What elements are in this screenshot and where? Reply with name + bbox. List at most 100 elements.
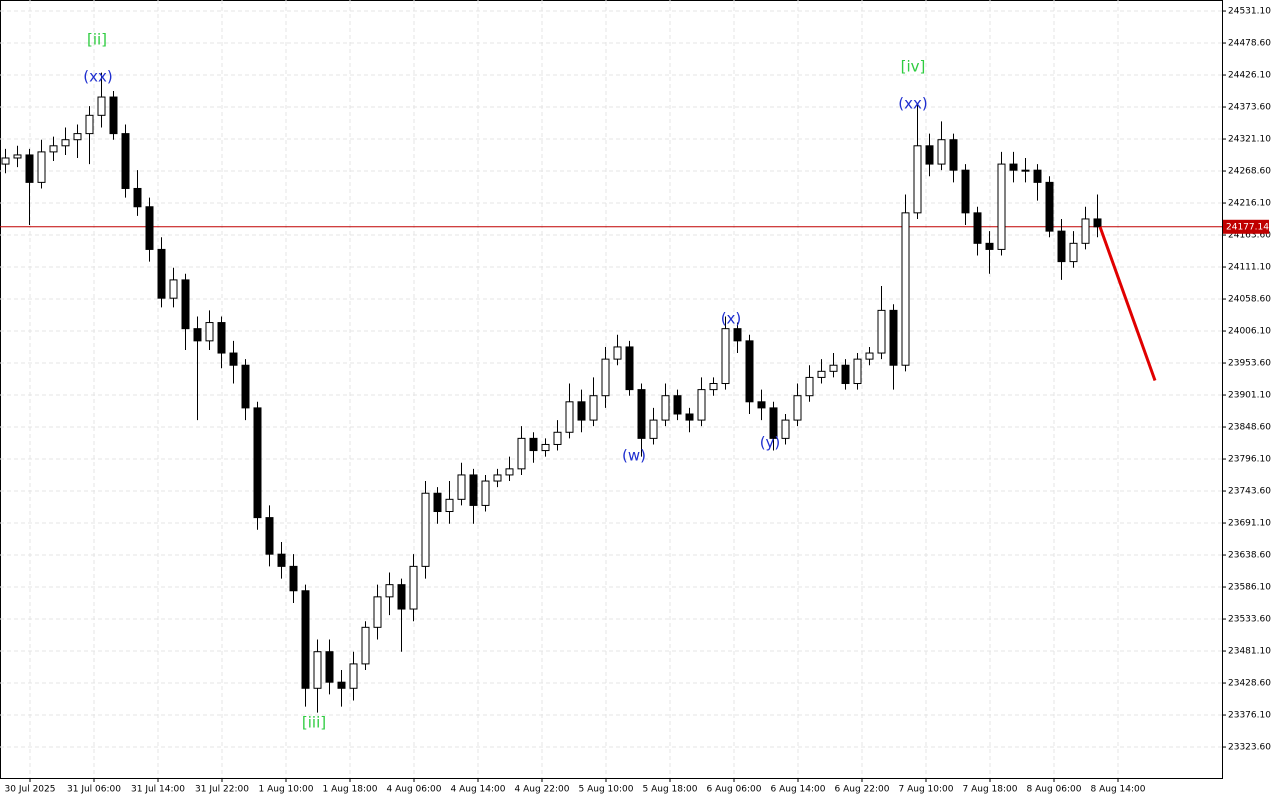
candle-body [997, 163, 1006, 250]
x-tick-label: 1 Aug 10:00 [259, 785, 314, 795]
x-tick-label: 6 Aug 06:00 [707, 785, 762, 795]
y-tick-label: 23848.60 [1228, 423, 1271, 433]
candle-body [73, 133, 82, 141]
candle-body [973, 212, 982, 244]
x-tick-label: 31 Jul 14:00 [131, 785, 185, 795]
candle-body [757, 401, 766, 409]
candle-body [949, 139, 958, 171]
y-tick-label: 23638.60 [1228, 551, 1271, 561]
candle-body [709, 383, 718, 391]
candle-body [97, 96, 106, 116]
x-tick-label: 1 Aug 18:00 [323, 785, 378, 795]
candle-body [361, 626, 370, 665]
y-tick-label: 23533.60 [1228, 615, 1271, 625]
candle-body [373, 596, 382, 628]
candle-body [493, 474, 502, 482]
y-tick-label: 23376.10 [1228, 711, 1271, 721]
candle-body [553, 431, 562, 445]
candle-body [865, 352, 874, 360]
candle-body [877, 309, 886, 354]
candle-body [1033, 169, 1042, 183]
candle-body [85, 114, 94, 135]
x-tick-label: 6 Aug 22:00 [835, 785, 890, 795]
wave-label: (y) [760, 434, 781, 452]
candle-body [637, 389, 646, 439]
y-tick-label: 24531.10 [1228, 7, 1271, 17]
candle-body [1045, 181, 1054, 232]
candle-body [145, 206, 154, 250]
candle-body [817, 370, 826, 378]
x-tick-label: 7 Aug 10:00 [899, 785, 954, 795]
candle-body [961, 169, 970, 214]
candle-body [109, 96, 118, 135]
candle-body [469, 474, 478, 506]
candle-body [841, 364, 850, 385]
candle-body [625, 346, 634, 391]
candle-body [421, 492, 430, 567]
candle-body [481, 480, 490, 506]
candle-body [1, 157, 10, 165]
candle-body [613, 346, 622, 360]
y-tick-label: 24373.60 [1228, 103, 1271, 113]
candle-body [121, 133, 130, 189]
wave-label: (x) [721, 310, 742, 328]
y-tick-label: 24321.10 [1228, 135, 1271, 145]
candle-body [313, 651, 322, 689]
candle-body [673, 395, 682, 415]
x-tick-label: 5 Aug 18:00 [643, 785, 698, 795]
y-tick-label: 23691.10 [1228, 519, 1271, 529]
candle-body [901, 212, 910, 366]
x-tick-label: 4 Aug 22:00 [515, 785, 570, 795]
y-tick-label: 23743.60 [1228, 487, 1271, 497]
y-tick-label: 23901.10 [1228, 391, 1271, 401]
candle-body [457, 474, 466, 500]
candle-body [577, 401, 586, 421]
candle-body [229, 352, 238, 366]
y-tick-label: 23586.10 [1228, 583, 1271, 593]
candle-body [385, 584, 394, 598]
candle-body [181, 279, 190, 330]
y-tick-label: 24058.60 [1228, 295, 1271, 305]
candle-body [49, 145, 58, 153]
candle-body [781, 419, 790, 439]
candle-body [13, 154, 22, 159]
candle-body [397, 584, 406, 610]
candle-body [721, 328, 730, 385]
candle-body [409, 565, 418, 610]
candle-body [829, 364, 838, 372]
wave-label: (xx) [898, 95, 927, 113]
candle-body [1057, 230, 1066, 263]
x-tick-label: 30 Jul 2025 [5, 785, 56, 795]
forecast-line [1098, 226, 1157, 381]
candle-body [925, 145, 934, 165]
candle-body [1069, 242, 1078, 263]
candle-body [541, 443, 550, 452]
candle-body [445, 498, 454, 513]
candle-body [289, 565, 298, 592]
candle-body [1021, 169, 1030, 172]
candle-body [25, 154, 34, 183]
candle-body [1081, 218, 1090, 244]
y-tick-label: 24216.10 [1228, 199, 1271, 209]
y-tick-label: 23796.10 [1228, 455, 1271, 465]
y-tick-label: 23428.60 [1228, 679, 1271, 689]
candle-body [937, 139, 946, 165]
x-tick-label: 7 Aug 18:00 [963, 785, 1018, 795]
wave-label: [iii] [302, 714, 326, 732]
candle-body [589, 395, 598, 421]
x-tick-label: 8 Aug 06:00 [1027, 785, 1082, 795]
wave-label: (w) [622, 447, 646, 465]
candle-body [649, 419, 658, 439]
candle-body [529, 437, 538, 452]
x-tick-label: 31 Jul 22:00 [195, 785, 249, 795]
candle-body [1009, 163, 1018, 171]
plot-frame [0, 0, 1223, 779]
candle-body [277, 553, 286, 567]
candle-body [133, 187, 142, 208]
candle-body [193, 328, 202, 342]
candle-body [433, 492, 442, 513]
candle-body [697, 389, 706, 421]
candle-body [805, 376, 814, 397]
candle-body [169, 279, 178, 299]
